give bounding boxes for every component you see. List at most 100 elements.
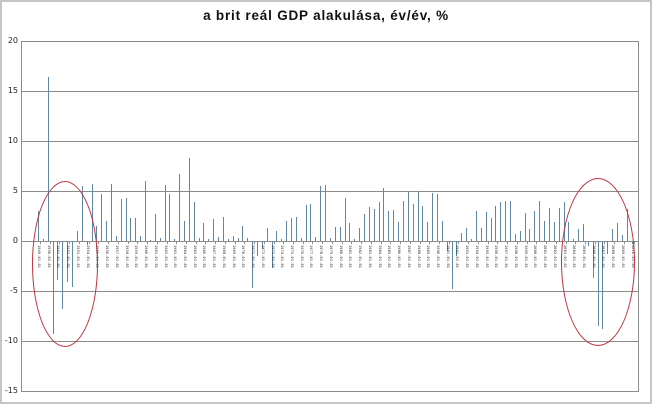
gdp-bar xyxy=(539,201,540,241)
gdp-bar xyxy=(218,237,219,241)
category-tick xyxy=(98,241,99,244)
gdp-bar xyxy=(174,239,175,241)
x-axis-label: 1972.01.01 xyxy=(261,245,265,269)
x-axis-label: 1982.01.01 xyxy=(358,245,362,269)
category-tick xyxy=(478,241,479,244)
category-tick xyxy=(322,241,323,244)
gdp-bar xyxy=(325,185,326,241)
category-tick xyxy=(634,241,635,244)
category-tick xyxy=(361,241,362,244)
gdp-bar xyxy=(228,239,229,241)
gdp-bar xyxy=(500,202,501,241)
category-tick xyxy=(244,241,245,244)
category-tick xyxy=(381,241,382,244)
y-axis-label-15: 15 xyxy=(7,86,18,95)
gdp-bar xyxy=(296,217,297,241)
gdp-bar xyxy=(155,214,156,241)
gdp-bar xyxy=(199,238,200,241)
gdp-bar xyxy=(238,238,239,241)
gdp-bar xyxy=(340,227,341,241)
category-tick xyxy=(546,241,547,244)
gdp-bar xyxy=(349,223,350,241)
x-axis-label: 1998.01.01 xyxy=(514,245,518,269)
x-axis-label: 1993.01.01 xyxy=(465,245,469,269)
gdp-bar xyxy=(140,236,141,241)
x-axis-label: 1975.01.01 xyxy=(290,245,294,269)
gdp-bar xyxy=(291,218,292,241)
gdp-bar xyxy=(432,193,433,241)
plot-right-border xyxy=(638,41,639,391)
gdp-bar xyxy=(456,241,457,256)
gdp-bar xyxy=(267,228,268,241)
gdp-bar xyxy=(461,233,462,241)
x-axis-label: 1976.01.01 xyxy=(300,245,304,269)
gdp-bar xyxy=(150,240,151,241)
gdp-bar xyxy=(549,208,550,241)
gdp-bar xyxy=(559,208,560,241)
y-axis-label--15: -15 xyxy=(4,386,18,395)
gdp-bar xyxy=(374,209,375,241)
category-tick xyxy=(147,241,148,244)
gdp-bar xyxy=(330,238,331,241)
category-tick xyxy=(108,241,109,244)
x-axis-label: 1988.01.01 xyxy=(417,245,421,269)
x-axis-label: 1970.01.01 xyxy=(241,245,245,269)
x-axis-label: 1983.01.01 xyxy=(368,245,372,269)
gridline-15 xyxy=(21,91,639,92)
gdp-bar xyxy=(476,211,477,241)
gdp-bar xyxy=(422,206,423,241)
category-tick xyxy=(274,241,275,244)
x-axis-label: 1969.01.01 xyxy=(232,245,236,269)
category-tick xyxy=(254,241,255,244)
y-axis-label--5: -5 xyxy=(10,286,18,295)
gdp-bar xyxy=(393,210,394,241)
gdp-bar xyxy=(126,198,127,241)
gdp-bar xyxy=(354,239,355,241)
category-tick xyxy=(449,241,450,244)
gridline--15 xyxy=(21,391,639,392)
category-tick xyxy=(420,241,421,244)
x-axis-label: 1962.01.01 xyxy=(164,245,168,269)
gdp-bar xyxy=(111,184,112,241)
x-axis-label: 1984.01.01 xyxy=(378,245,382,269)
gdp-bar xyxy=(184,221,185,241)
gdp-bar xyxy=(310,204,311,241)
category-tick xyxy=(196,241,197,244)
gdp-bar xyxy=(233,236,234,241)
gdp-bar xyxy=(262,241,263,249)
gridline--10 xyxy=(21,341,639,342)
category-tick xyxy=(128,241,129,244)
highlight-ellipse-left xyxy=(32,181,98,347)
highlight-ellipse-right xyxy=(561,178,635,346)
gdp-bar xyxy=(179,174,180,241)
category-tick xyxy=(517,241,518,244)
category-tick xyxy=(507,241,508,244)
category-tick xyxy=(371,241,372,244)
plot-area: 1949.01.01 1950.01.01 1951.01.01 1952.01.01… xyxy=(21,41,639,392)
x-axis-label: 1994.01.01 xyxy=(475,245,479,269)
category-tick xyxy=(536,241,537,244)
x-axis-label: 1959.01.01 xyxy=(134,245,138,269)
gdp-bar xyxy=(92,184,93,241)
gdp-bar xyxy=(135,218,136,241)
x-axis-label: 1980.01.01 xyxy=(339,245,343,269)
x-axis-label: 1985.01.01 xyxy=(387,245,391,269)
gdp-bar xyxy=(427,222,428,241)
x-axis-label: 1968.01.01 xyxy=(222,245,226,269)
gdp-bar xyxy=(165,185,166,241)
gdp-bar xyxy=(257,241,258,256)
gdp-bar xyxy=(379,202,380,241)
gdp-bar xyxy=(364,214,365,241)
gdp-bar xyxy=(315,237,316,241)
y-axis-label-0: 0 xyxy=(12,236,18,245)
gdp-bar xyxy=(160,238,161,241)
category-tick xyxy=(118,241,119,244)
gdp-bar xyxy=(413,204,414,241)
category-tick xyxy=(429,241,430,244)
gdp-bar xyxy=(452,241,453,289)
gridline-10 xyxy=(21,141,639,142)
x-axis-label: 1977.01.01 xyxy=(309,245,313,269)
gdp-bar xyxy=(169,194,170,241)
category-tick xyxy=(497,241,498,244)
